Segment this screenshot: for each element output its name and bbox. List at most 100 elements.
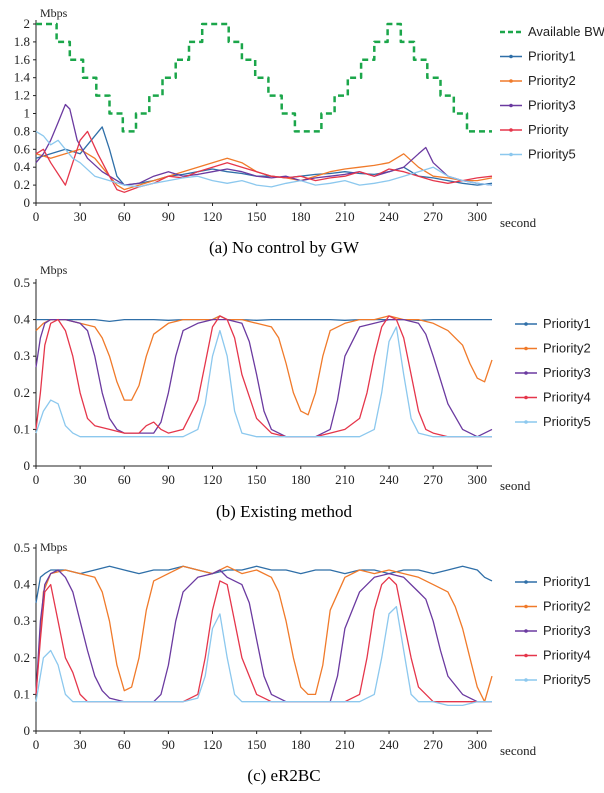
series-line-priority1 [35, 565, 493, 604]
y-tick-label: 0.2 [14, 650, 30, 665]
x-tick-label: 270 [423, 209, 443, 224]
x-tick-label: 30 [74, 472, 87, 487]
x-tick-label: 240 [379, 472, 399, 487]
legend-label: Priority1 [543, 574, 591, 589]
x-tick-label: 60 [118, 737, 131, 752]
legend-marker [524, 371, 528, 375]
y-tick-label: 0.2 [14, 385, 30, 400]
legend-marker [509, 54, 513, 59]
x-tick-label: 90 [162, 209, 175, 224]
y-tick-label: 0.6 [14, 141, 31, 156]
legend-label: Available BW [528, 24, 604, 39]
legend-marker [524, 395, 528, 400]
series-line-priority1 [35, 126, 493, 186]
panel-caption: (c) eR2BC [247, 766, 320, 785]
x-tick-label: 60 [118, 209, 131, 224]
x-tick-label: 180 [291, 737, 311, 752]
x-tick-label: 180 [291, 472, 311, 487]
series-line-priority5 [35, 605, 492, 707]
legend-marker [509, 128, 513, 132]
legend-label: Priority5 [543, 414, 591, 429]
legend-marker [524, 580, 528, 584]
y-tick-label: 0.3 [14, 613, 30, 628]
legend-label: Priority4 [543, 648, 591, 663]
legend-label: Priority1 [528, 49, 576, 64]
panel-caption: (a) No control by GW [209, 238, 360, 257]
x-tick-label: 240 [379, 209, 399, 224]
x-tick-label: 150 [247, 472, 267, 487]
x-tick-label: 240 [379, 737, 399, 752]
legend-label: Priority [528, 122, 569, 137]
x-tick-label: 270 [423, 737, 443, 752]
legend-marker [509, 79, 513, 83]
y-tick-label: 1.8 [14, 34, 30, 49]
legend-marker [509, 103, 513, 108]
x-tick-label: 90 [162, 472, 175, 487]
y-tick-label: 0.4 [14, 159, 31, 174]
x-tick-label: 120 [203, 737, 223, 752]
y-tick-label: 0.4 [14, 577, 31, 592]
legend-label: Priority4 [543, 390, 591, 405]
legend-marker [524, 604, 528, 609]
legend-label: Priority1 [543, 316, 591, 331]
y-tick-label: 0.5 [14, 540, 30, 555]
x-tick-label: 150 [247, 737, 267, 752]
y-tick-label: 1.2 [14, 88, 30, 103]
x-axis-unit-label: seond [500, 478, 531, 493]
legend-marker [509, 152, 513, 157]
series-line-priority5 [35, 130, 493, 188]
x-tick-label: 120 [203, 472, 223, 487]
x-tick-label: 0 [33, 209, 40, 224]
series-line-priority [35, 130, 493, 193]
legend-marker [524, 420, 528, 424]
y-tick-label: 0.3 [14, 348, 30, 363]
y-tick-label: 0 [24, 723, 31, 738]
y-axis-unit-label: Mbps [40, 540, 68, 554]
y-tick-label: 1 [24, 106, 31, 121]
legend-marker [524, 629, 528, 633]
series-line-priority3 [35, 103, 493, 186]
legend-marker [524, 653, 528, 658]
x-tick-label: 60 [118, 472, 131, 487]
x-tick-label: 30 [74, 737, 87, 752]
x-tick-label: 180 [291, 209, 311, 224]
series-line-priority5 [35, 326, 492, 438]
y-tick-label: 0.5 [14, 275, 30, 290]
legend-label: Priority2 [543, 341, 591, 356]
x-tick-label: 120 [203, 209, 223, 224]
x-tick-label: 90 [162, 737, 175, 752]
x-axis-unit-label: second [500, 215, 537, 230]
y-tick-label: 0 [24, 458, 31, 473]
x-tick-label: 0 [33, 472, 40, 487]
series-line-priority2 [35, 565, 493, 703]
legend-label: Priority3 [543, 365, 591, 380]
panel-b-existing-method: 0 0.1 0.2 0.3 0.4 0.5 0 30 60 90 120 150 180 210 240 27… [14, 263, 591, 521]
x-tick-label: 210 [335, 737, 355, 752]
legend-marker [524, 346, 528, 351]
series-line-priority3 [35, 318, 493, 438]
y-tick-label: 0.8 [14, 123, 30, 138]
legend-label: Priority2 [543, 599, 591, 614]
x-tick-label: 300 [468, 209, 488, 224]
y-axis-unit-label: Mbps [40, 6, 68, 20]
legend-label: Priority3 [543, 623, 591, 638]
y-tick-label: 0.2 [14, 177, 30, 192]
x-tick-label: 210 [335, 209, 355, 224]
series-line-priority4 [35, 576, 492, 703]
y-tick-label: 1.6 [14, 52, 31, 67]
series-line-priority4 [35, 315, 492, 438]
series-line-priority2 [35, 315, 493, 416]
y-axis-unit-label: Mbps [40, 263, 68, 277]
x-tick-label: 150 [247, 209, 267, 224]
panel-a-no-control: 0 0.2 0.4 0.6 0.8 1 1.2 1.4 1.6 1.8 2 0 30 60 90 120 150… [14, 6, 604, 257]
series-line-priority3 [35, 569, 492, 703]
y-tick-label: 0.4 [14, 312, 31, 327]
legend-label: Priority2 [528, 73, 576, 88]
x-tick-label: 210 [335, 472, 355, 487]
legend-marker [524, 322, 528, 326]
panel-c-er2bc: 0 0.1 0.2 0.3 0.4 0.5 0 30 60 90 120 150 180 210 240 27… [14, 540, 591, 785]
x-tick-label: 270 [423, 472, 443, 487]
x-tick-label: 30 [74, 209, 87, 224]
